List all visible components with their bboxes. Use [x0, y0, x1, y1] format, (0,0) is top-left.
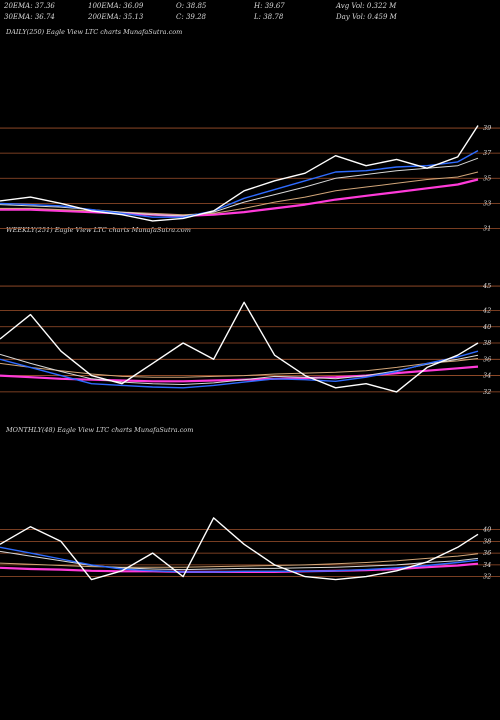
daily-y-tick-label: 31 — [483, 224, 491, 232]
daily-price-line — [0, 125, 479, 222]
weekly-y-tick-label: 40 — [482, 323, 491, 331]
weekly-price-line — [0, 301, 479, 393]
weekly-y-tick-label: 45 — [482, 282, 491, 290]
header-day-vol: Day Vol: 0.459 M — [336, 13, 397, 21]
header-open: O: 38.85 — [176, 2, 207, 10]
weekly-y-tick-label: 32 — [483, 388, 491, 396]
header-200ema: 200EMA: 35.13 — [88, 13, 144, 21]
daily-y-tick-label: 37 — [483, 149, 492, 157]
daily-chart-title: DAILY(250) Eagle View LTC charts MunafaS… — [6, 28, 183, 36]
monthly-ema-mid-line — [0, 550, 479, 571]
header-low: L: 38.78 — [254, 13, 284, 21]
monthly-y-tick-label: 40 — [482, 526, 491, 534]
monthly-y-tick-label: 36 — [483, 549, 491, 557]
weekly-ema-slow-line — [0, 358, 479, 378]
daily-ema-long-line — [0, 178, 479, 217]
monthly-y-tick-label: 34 — [483, 561, 491, 569]
daily-y-tick-label: 35 — [483, 174, 491, 182]
header-20ema: 20EMA: 37.36 — [4, 2, 55, 10]
header-100ema: 100EMA: 36.09 — [88, 2, 144, 10]
header-high: H: 39.67 — [254, 2, 285, 10]
monthly-chart-title: MONTHLY(48) Eagle View LTC charts Munafa… — [6, 426, 194, 434]
weekly-y-tick-label: 34 — [483, 372, 491, 380]
monthly-y-tick-label: 32 — [483, 573, 491, 581]
weekly-chart-title: WEEKLY(251) Eagle View LTC charts Munafa… — [6, 226, 191, 234]
weekly-y-tick-label: 38 — [483, 339, 491, 347]
daily-ema-fast-line — [0, 149, 479, 218]
monthly-price-line — [0, 517, 479, 581]
header-avg-vol: Avg Vol: 0.322 M — [336, 2, 397, 10]
monthly-ema-fast-line — [0, 546, 479, 573]
header-close: C: 39.28 — [176, 13, 206, 21]
daily-ema-slow-line — [0, 171, 479, 216]
daily-y-tick-label: 33 — [483, 199, 491, 207]
monthly-y-tick-label: 38 — [483, 537, 491, 545]
daily-y-tick-label: 39 — [483, 124, 491, 132]
weekly-ema-fast-line — [0, 350, 479, 389]
header-30ema: 30EMA: 36.74 — [4, 13, 55, 21]
weekly-y-tick-label: 42 — [482, 306, 491, 314]
weekly-y-tick-label: 36 — [483, 355, 491, 363]
